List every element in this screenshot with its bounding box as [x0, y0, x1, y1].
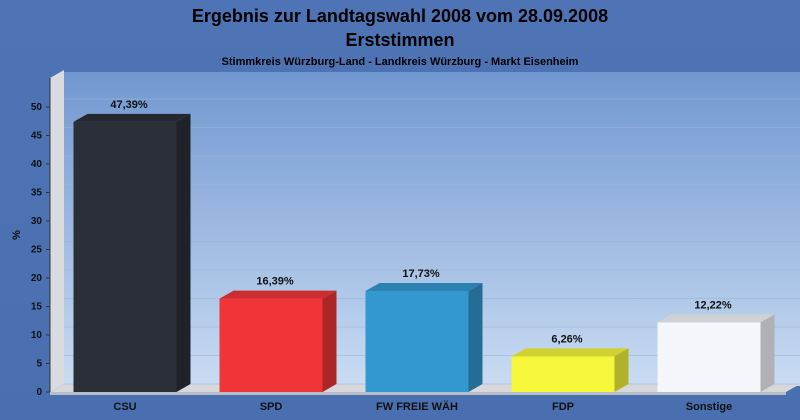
x-tick-label: FW FREIE WÄH — [376, 400, 458, 413]
chart-title: Ergebnis zur Landtagswahl 2008 vom 28.09… — [192, 6, 608, 26]
y-tick-label: 15 — [31, 302, 43, 313]
data-label: 17,73% — [402, 268, 440, 280]
bar-front — [73, 121, 177, 392]
plot-left-wall — [50, 70, 64, 392]
x-axis: CSU SPD FW FREIE WÄH FDP Sonstige — [113, 400, 732, 413]
bar-top — [219, 290, 337, 299]
bars: 47,39% 16,39% 17,73% 6,26% 12,22% — [73, 99, 775, 392]
bar-front — [657, 322, 761, 392]
x-tick-label: CSU — [113, 401, 136, 413]
bar-front — [365, 290, 469, 392]
y-tick-label: 5 — [36, 359, 42, 370]
y-tick-label: 45 — [31, 131, 43, 142]
bar-side — [760, 314, 775, 392]
bar-side — [468, 282, 483, 392]
bar: 12,22% — [657, 299, 775, 392]
y-axis: 0 5 10 15 20 25 30 35 40 45 50 — [31, 78, 51, 398]
bar-side — [322, 290, 337, 392]
y-axis-label: % — [11, 230, 23, 240]
data-label: 6,26% — [551, 333, 582, 345]
y-tick-label: 50 — [31, 102, 43, 113]
y-tick-label: 0 — [36, 387, 42, 398]
chart-subtitle: Erststimmen — [345, 30, 454, 50]
bar-top — [365, 282, 483, 291]
y-tick-label: 25 — [31, 245, 43, 256]
x-tick-label: FDP — [552, 401, 574, 413]
x-tick-label: Sonstige — [686, 401, 732, 413]
plot-floor-edge — [50, 392, 786, 395]
chart-subsubtitle: Stimmkreis Würzburg-Land - Landkreis Wür… — [222, 56, 579, 68]
bar-front — [511, 356, 615, 392]
bar: 6,26% — [511, 333, 629, 392]
bar: 47,39% — [73, 99, 191, 392]
bar-side — [614, 348, 629, 392]
bar-top — [73, 113, 191, 122]
bar-front — [219, 298, 323, 392]
data-label: 12,22% — [694, 299, 732, 311]
y-tick-label: 20 — [31, 273, 43, 284]
y-tick-label: 40 — [31, 159, 43, 170]
y-tick-label: 10 — [31, 330, 43, 341]
x-tick-label: SPD — [260, 401, 283, 413]
y-tick-label: 30 — [31, 216, 43, 227]
data-label: 47,39% — [110, 99, 148, 111]
y-tick-label: 35 — [31, 188, 43, 199]
bar-top — [657, 314, 775, 323]
bar-top — [511, 348, 629, 357]
bar: 17,73% — [365, 268, 483, 392]
bar-side — [176, 113, 191, 392]
data-label: 16,39% — [256, 276, 294, 288]
bar: 16,39% — [219, 276, 337, 392]
